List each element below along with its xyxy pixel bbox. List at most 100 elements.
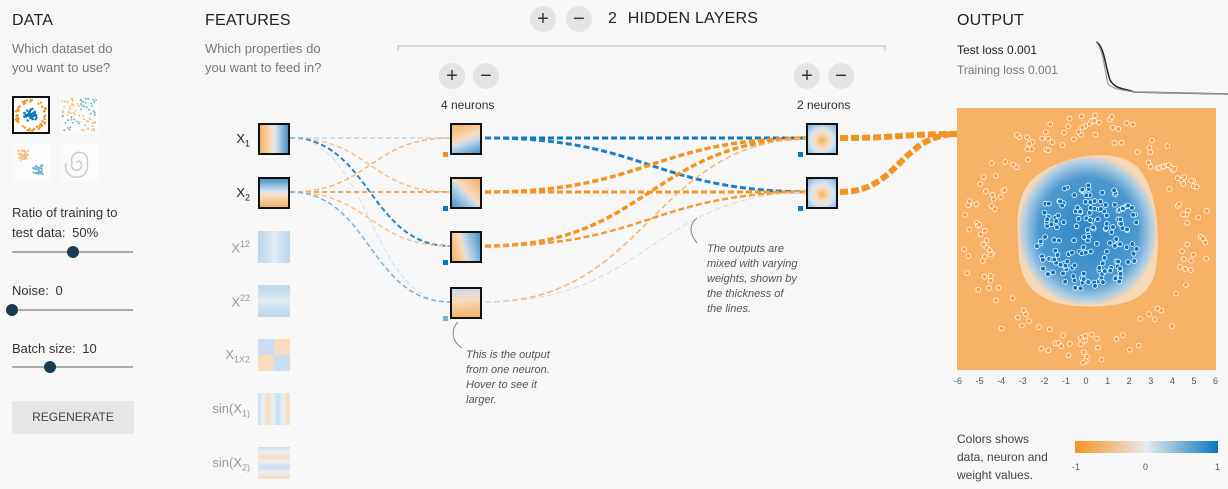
data-point <box>976 222 983 228</box>
bias-1-3[interactable] <box>443 260 448 265</box>
data-point <box>92 98 95 101</box>
neuron-1-2[interactable] <box>450 177 482 209</box>
ratio-slider-thumb[interactable] <box>66 246 79 258</box>
link-n1-m2[interactable] <box>484 136 816 194</box>
data-point <box>1090 224 1097 231</box>
data-point <box>69 126 72 129</box>
data-point <box>1025 156 1031 163</box>
feature-sin-x1[interactable] <box>258 393 290 425</box>
data-point <box>1054 252 1061 258</box>
remove-layer-button[interactable]: − <box>566 6 592 32</box>
data-point <box>1081 234 1087 240</box>
dataset-xor[interactable] <box>60 96 98 134</box>
feature-x1[interactable] <box>258 123 290 155</box>
feature-x1x2[interactable] <box>258 339 290 371</box>
link-x2-n4[interactable] <box>289 191 451 303</box>
data-point <box>16 113 19 117</box>
link-n4-m2[interactable] <box>484 191 816 303</box>
noise-slider-thumb[interactable] <box>6 304 18 316</box>
data-point <box>39 166 42 169</box>
note-line: from one neuron. <box>466 364 550 376</box>
layer2-remove-neuron-button[interactable]: − <box>828 63 854 89</box>
data-point <box>1135 342 1142 349</box>
bias-1-2[interactable] <box>443 206 448 211</box>
feature-label-base: X <box>236 131 245 146</box>
feature-x2[interactable] <box>258 177 290 209</box>
data-point <box>1051 256 1058 263</box>
layer1-add-neuron-button[interactable]: + <box>439 63 465 89</box>
data-point <box>32 171 35 174</box>
data-point <box>1184 220 1191 226</box>
batch-slider-thumb[interactable] <box>43 361 56 373</box>
data-point <box>26 149 30 153</box>
add-layer-button[interactable]: + <box>530 6 556 32</box>
data-point <box>1073 223 1080 230</box>
data-point <box>32 166 35 170</box>
data-point <box>1117 265 1123 272</box>
data-point <box>1087 205 1094 211</box>
legend-line: weight values. <box>957 468 1034 482</box>
data-point <box>1125 202 1131 209</box>
data-point <box>91 125 94 128</box>
neuron-1-3[interactable] <box>450 231 482 263</box>
link-x1-n2[interactable] <box>289 137 451 193</box>
link-m2-out[interactable] <box>839 131 959 195</box>
data-point <box>29 113 33 117</box>
data-point <box>1133 219 1140 226</box>
data-point <box>1045 147 1052 154</box>
link-x1-n4[interactable] <box>289 137 451 303</box>
layer2-add-neuron-button[interactable]: + <box>794 63 820 89</box>
data-point <box>1145 159 1152 166</box>
data-point <box>67 111 70 114</box>
note2-arrow <box>690 217 698 244</box>
batch-slider[interactable] <box>12 361 133 373</box>
x-axis-tick: 5 <box>1191 376 1197 386</box>
link-n2-m1[interactable] <box>484 136 816 194</box>
neuron-1-1[interactable] <box>450 123 482 155</box>
link-x2-n3[interactable] <box>289 191 451 247</box>
data-point <box>1010 161 1016 168</box>
layer2-neuron-count: 2 neurons <box>797 98 851 112</box>
data-point <box>1188 257 1194 264</box>
data-point <box>1080 359 1086 366</box>
link-n3-m2[interactable] <box>484 190 816 248</box>
dataset-gaussian[interactable] <box>12 144 50 182</box>
data-point <box>1149 137 1155 144</box>
bias-2-2[interactable] <box>798 206 803 211</box>
data-point <box>1137 316 1144 322</box>
bias-1-1[interactable] <box>443 152 448 157</box>
data-point <box>1164 143 1171 149</box>
layer1-remove-neuron-button[interactable]: − <box>473 63 499 89</box>
data-point <box>1131 258 1138 264</box>
bias-2-1[interactable] <box>798 152 803 157</box>
link-n4-m1[interactable] <box>484 137 816 303</box>
feature-sin-x2[interactable] <box>258 447 290 479</box>
feature-x1-squared[interactable] <box>258 231 290 263</box>
training-loss-label: Training loss <box>957 63 1025 77</box>
regenerate-button[interactable]: REGENERATE <box>12 401 134 434</box>
neuron-1-4[interactable] <box>450 287 482 319</box>
feature-x2-squared[interactable] <box>258 285 290 317</box>
link-x2-n1[interactable] <box>289 137 451 193</box>
ratio-slider[interactable] <box>12 246 133 258</box>
features-question: Which properties do you want to feed in? <box>205 39 321 77</box>
noise-slider[interactable] <box>6 304 133 316</box>
dataset-spiral[interactable] <box>60 144 98 182</box>
data-point <box>988 160 995 166</box>
color-legend-text: Colors shows data, neuron and weight val… <box>957 430 1048 484</box>
link-n3-m1[interactable] <box>484 136 816 248</box>
feature-label-sub: 1X2 <box>233 354 250 365</box>
data-point <box>63 129 66 132</box>
link-m1-out[interactable] <box>839 131 959 141</box>
bias-1-4[interactable] <box>443 316 448 321</box>
neuron-2-1[interactable] <box>806 123 838 155</box>
output-heatmap[interactable] <box>957 108 1216 370</box>
data-point <box>26 153 29 156</box>
data-point <box>22 154 26 157</box>
data-point <box>23 115 26 118</box>
data-point <box>80 128 83 131</box>
data-point <box>1146 311 1152 317</box>
dataset-circle[interactable] <box>12 96 50 134</box>
neuron-2-2[interactable] <box>806 177 838 209</box>
data-point <box>1052 247 1059 254</box>
